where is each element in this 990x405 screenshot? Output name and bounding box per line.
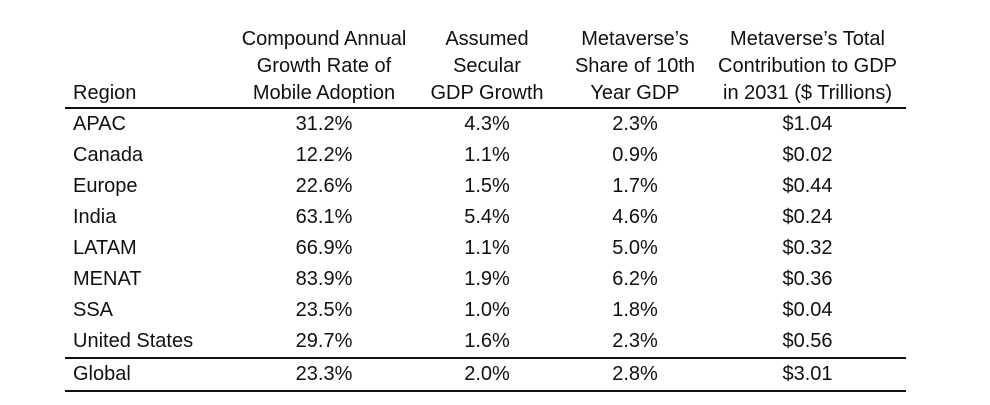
cell-gdp-growth: 1.1% bbox=[464, 237, 510, 259]
cell-share: 1.8% bbox=[612, 299, 658, 321]
cell-gdp-growth: 4.3% bbox=[464, 113, 510, 135]
header-share: Metaverse’s Share of 10th Year GDP bbox=[561, 26, 709, 107]
cell-region: LATAM bbox=[73, 237, 137, 259]
cell-cagr: 31.2% bbox=[295, 113, 353, 135]
cell-share: 1.7% bbox=[612, 175, 658, 197]
table-row: MENAT 83.9% 1.9% 6.2% $0.36 bbox=[65, 264, 906, 295]
total-region: Global bbox=[73, 363, 131, 385]
cell-cagr: 83.9% bbox=[295, 268, 353, 290]
header-gdp-growth-line: Secular bbox=[453, 55, 521, 77]
cell-contribution: $0.04 bbox=[782, 299, 833, 321]
cell-contribution: $0.44 bbox=[782, 175, 833, 197]
cell-region: Canada bbox=[73, 144, 144, 166]
total-cagr: 23.3% bbox=[295, 363, 353, 385]
cell-gdp-growth: 1.1% bbox=[464, 144, 510, 166]
cell-gdp-growth: 1.6% bbox=[464, 330, 510, 352]
cell-contribution: $0.02 bbox=[782, 144, 833, 166]
cell-cagr: 29.7% bbox=[295, 330, 353, 352]
cell-contribution: $0.56 bbox=[782, 330, 833, 352]
cell-share: 0.9% bbox=[612, 144, 658, 166]
table-row: India 63.1% 5.4% 4.6% $0.24 bbox=[65, 202, 906, 233]
cell-cagr: 63.1% bbox=[295, 206, 353, 228]
header-contribution-line: in 2031 ($ Trillions) bbox=[723, 82, 892, 104]
cell-region: United States bbox=[73, 330, 194, 352]
header-share-line: Year GDP bbox=[590, 82, 680, 104]
header-cagr-line: Growth Rate of bbox=[256, 55, 392, 77]
cell-contribution: $0.36 bbox=[782, 268, 833, 290]
cell-cagr: 12.2% bbox=[295, 144, 353, 166]
cell-contribution: $1.04 bbox=[782, 113, 833, 135]
cell-contribution: $0.32 bbox=[782, 237, 833, 259]
header-gdp-growth: Assumed Secular GDP Growth bbox=[413, 26, 561, 107]
cell-region: India bbox=[73, 206, 117, 228]
header-region: Region bbox=[73, 82, 137, 104]
table-row: Canada 12.2% 1.1% 0.9% $0.02 bbox=[65, 140, 906, 171]
total-gdp-growth: 2.0% bbox=[464, 363, 510, 385]
table-row: United States 29.7% 1.6% 2.3% $0.56 bbox=[65, 326, 906, 357]
cell-share: 2.3% bbox=[612, 330, 658, 352]
cell-share: 5.0% bbox=[612, 237, 658, 259]
cell-cagr: 22.6% bbox=[295, 175, 353, 197]
cell-contribution: $0.24 bbox=[782, 206, 833, 228]
header-contribution-line: Metaverse’s Total bbox=[730, 28, 885, 50]
header-contribution: Metaverse’s Total Contribution to GDP in… bbox=[709, 26, 906, 107]
cell-region: SSA bbox=[73, 299, 114, 321]
cell-cagr: 23.5% bbox=[295, 299, 353, 321]
cell-region: MENAT bbox=[73, 268, 142, 290]
cell-region: APAC bbox=[73, 113, 126, 135]
cell-region: Europe bbox=[73, 175, 138, 197]
header-gdp-growth-line: GDP Growth bbox=[430, 82, 544, 104]
cell-gdp-growth: 1.5% bbox=[464, 175, 510, 197]
cell-share: 2.3% bbox=[612, 113, 658, 135]
table-row: SSA 23.5% 1.0% 1.8% $0.04 bbox=[65, 295, 906, 326]
header-share-line: Share of 10th bbox=[574, 55, 696, 77]
cell-share: 6.2% bbox=[612, 268, 658, 290]
total-share: 2.8% bbox=[612, 363, 658, 385]
header-share-line: Metaverse’s bbox=[581, 28, 689, 50]
cell-gdp-growth: 1.9% bbox=[464, 268, 510, 290]
cell-gdp-growth: 1.0% bbox=[464, 299, 510, 321]
cell-gdp-growth: 5.4% bbox=[464, 206, 510, 228]
cell-share: 4.6% bbox=[612, 206, 658, 228]
cell-cagr: 66.9% bbox=[295, 237, 353, 259]
header-cagr: Compound Annual Growth Rate of Mobile Ad… bbox=[235, 26, 413, 107]
header-contribution-line: Contribution to GDP bbox=[718, 55, 897, 77]
metaverse-gdp-table: Region Compound Annual Growth Rate of Mo… bbox=[65, 20, 906, 392]
table-row: APAC 31.2% 4.3% 2.3% $1.04 bbox=[65, 109, 906, 140]
header-cagr-line: Compound Annual bbox=[241, 28, 407, 50]
total-contribution: $3.01 bbox=[782, 363, 833, 385]
table-row: LATAM 66.9% 1.1% 5.0% $0.32 bbox=[65, 233, 906, 264]
total-row: Global 23.3% 2.0% 2.8% $3.01 bbox=[65, 357, 906, 392]
header-cagr-line: Mobile Adoption bbox=[252, 82, 396, 104]
header-row: Region Compound Annual Growth Rate of Mo… bbox=[65, 20, 906, 109]
table-row: Europe 22.6% 1.5% 1.7% $0.44 bbox=[65, 171, 906, 202]
header-gdp-growth-line: Assumed bbox=[445, 28, 529, 50]
